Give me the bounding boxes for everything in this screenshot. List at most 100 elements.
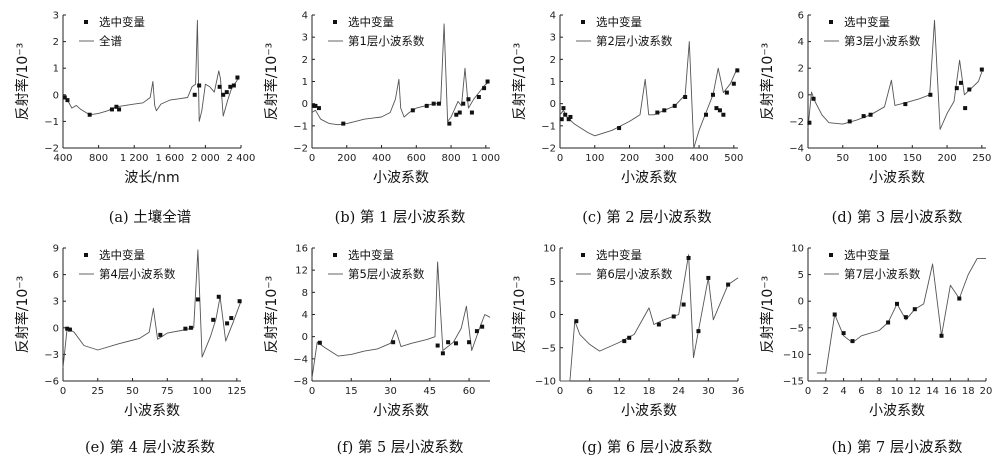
selected-variable-point <box>627 335 632 340</box>
selected-variable-point <box>963 106 968 111</box>
selected-variable-point <box>109 107 114 112</box>
y-tick-label: 10 <box>791 244 804 255</box>
legend-line-label: 第2层小波系数 <box>596 34 673 48</box>
legend-markers-label: 选中变量 <box>596 248 642 262</box>
y-tick-label: 2 <box>302 55 308 66</box>
selected-variable-point <box>480 324 485 329</box>
selected-variable-point <box>696 329 701 334</box>
y-tick-label: −2 <box>293 144 308 155</box>
selected-variable-point <box>435 343 440 348</box>
y-tick-label: 5 <box>550 277 556 288</box>
selected-variable-point <box>229 316 234 321</box>
y-tick-label: −10 <box>535 377 556 388</box>
selected-variable-point <box>832 312 837 317</box>
x-tick-label: 0 <box>557 386 563 397</box>
selected-variable-point <box>811 96 816 101</box>
selected-variable-point <box>87 112 92 117</box>
selected-variable-point <box>574 319 579 324</box>
x-tick-label: 16 <box>944 386 957 397</box>
selected-variable-point <box>457 110 462 115</box>
x-tick-label: 800 <box>89 153 108 164</box>
x-axis-label: 小波系数 <box>373 170 429 186</box>
selected-variable-point <box>568 114 573 119</box>
x-tick-label: 24 <box>672 386 685 397</box>
x-tick-label: 250 <box>972 153 991 164</box>
y-axis-label: 反射率/10⁻³ <box>263 43 280 121</box>
y-tick-label: −2 <box>789 117 804 128</box>
selected-variable-point <box>211 317 216 322</box>
x-tick-label: 500 <box>724 153 743 164</box>
y-tick-label: 2 <box>550 55 556 66</box>
selected-variable-point <box>735 68 740 73</box>
y-tick-label: −8 <box>293 377 308 388</box>
legend-marker-swatch <box>84 20 88 24</box>
selected-variable-point <box>681 302 686 307</box>
x-axis-label: 小波系数 <box>869 170 925 186</box>
y-tick-label: −1 <box>293 121 308 132</box>
selected-variable-point <box>317 340 322 345</box>
selected-variable-point <box>65 326 70 331</box>
y-tick-label: −1 <box>541 121 556 132</box>
selected-variable-point <box>341 121 346 126</box>
y-axis-label: 反射率/10⁻³ <box>263 276 280 354</box>
y-tick-label: 12 <box>295 266 308 277</box>
x-tick-label: 10 <box>891 386 904 397</box>
legend-markers-label: 选中变量 <box>348 15 394 29</box>
x-tick-label: 200 <box>938 153 957 164</box>
selected-variable-point <box>62 95 67 100</box>
selected-variable-point <box>686 255 691 260</box>
selected-variable-point <box>671 314 676 319</box>
x-tick-label: 100 <box>868 153 887 164</box>
y-tick-label: 6 <box>53 270 59 281</box>
legend-line-label: 第1层小波系数 <box>348 34 425 48</box>
legend-markers-label: 选中变量 <box>844 248 890 262</box>
subfigure-caption: (a) 土壤全谱 <box>109 208 192 226</box>
x-tick-label: 2 000 <box>191 153 220 164</box>
y-tick-label: 0 <box>550 99 556 110</box>
x-tick-label: 12 <box>908 386 921 397</box>
spectrum-line <box>62 249 242 368</box>
selected-variable-point <box>895 301 899 306</box>
y-tick-label: 1 <box>53 64 59 75</box>
x-axis-label: 小波系数 <box>621 170 677 186</box>
y-tick-label: −5 <box>789 323 804 334</box>
selected-variable-point <box>235 75 240 80</box>
y-tick-label: −6 <box>44 377 59 388</box>
selected-variable-point <box>731 81 736 86</box>
selected-variable-point <box>410 108 415 113</box>
y-tick-label: 9 <box>53 244 59 255</box>
selected-variable-point <box>903 102 908 107</box>
selected-variable-point <box>706 275 711 280</box>
x-tick-label: 4 <box>840 386 846 397</box>
x-tick-label: 50 <box>126 386 139 397</box>
y-axis-label: 反射率/10⁻³ <box>759 276 776 354</box>
selected-variable-point <box>717 108 722 113</box>
y-tick-label: 0 <box>302 99 308 110</box>
spectrum-line <box>559 41 738 149</box>
selected-variable-point <box>114 104 119 109</box>
y-tick-label: 4 <box>302 11 308 22</box>
y-tick-label: 3 <box>550 33 556 44</box>
legend-line-label: 第6层小波系数 <box>596 267 673 281</box>
x-tick-label: 400 <box>690 153 709 164</box>
chart-panel-1: −2 −1 0 1 2 3 400 800 1 200 1 600 2 000 2 400 选中变量全谱… <box>14 11 255 227</box>
x-tick-label: 0 <box>309 153 315 164</box>
x-tick-label: 50 <box>836 153 849 164</box>
x-tick-label: 200 <box>620 153 639 164</box>
y-axis-label: 反射率/10⁻³ <box>511 276 528 354</box>
legend-line-label: 第3层小波系数 <box>844 34 921 48</box>
x-tick-label: 36 <box>732 386 745 397</box>
selected-variable-point <box>447 121 452 126</box>
selected-variable-point <box>841 331 846 336</box>
selected-variable-point <box>482 86 487 91</box>
x-tick-label: 20 <box>980 386 993 397</box>
subfigure-caption: (f) 第 5 层小波系数 <box>337 438 464 456</box>
chart-panel-8: −15 −10 −5 0 5 10 0 2 4 6 8 10 12 14 16 18 20 选中变量第7层小波系数… <box>759 244 992 457</box>
selected-variable-point <box>436 101 441 106</box>
y-tick-label: 0 <box>550 310 556 321</box>
y-tick-label: 0 <box>53 323 59 334</box>
selected-variable-point <box>566 117 571 122</box>
x-tick-label: 6 <box>858 386 864 397</box>
